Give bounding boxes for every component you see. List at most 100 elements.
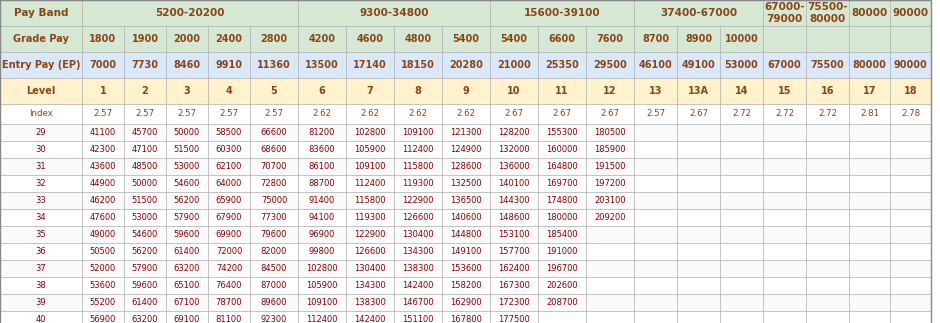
Bar: [538, 260, 586, 277]
Bar: [442, 175, 490, 192]
Text: 9910: 9910: [215, 60, 243, 70]
Bar: [124, 104, 166, 124]
Bar: [82, 294, 124, 311]
Text: 61400: 61400: [174, 247, 200, 256]
Text: 10000: 10000: [725, 34, 759, 44]
Text: 6: 6: [319, 86, 325, 96]
Bar: [394, 124, 442, 141]
Text: 8: 8: [415, 86, 421, 96]
Bar: [677, 78, 720, 104]
Text: 115800: 115800: [402, 162, 434, 171]
Text: 58500: 58500: [216, 128, 243, 137]
Bar: [166, 311, 208, 323]
Bar: [394, 141, 442, 158]
Bar: [538, 124, 586, 141]
Text: 185400: 185400: [546, 230, 578, 239]
Text: 13500: 13500: [306, 60, 339, 70]
Text: 21000: 21000: [497, 60, 531, 70]
Bar: [890, 243, 931, 260]
Bar: [763, 52, 806, 78]
Bar: [677, 260, 720, 277]
Bar: [677, 226, 720, 243]
Text: 2.72: 2.72: [732, 109, 751, 119]
Text: 2400: 2400: [215, 34, 243, 44]
Bar: [250, 226, 298, 243]
Bar: [298, 226, 346, 243]
Bar: [634, 294, 677, 311]
Bar: [298, 158, 346, 175]
Text: 167300: 167300: [498, 281, 530, 290]
Bar: [298, 277, 346, 294]
Bar: [394, 311, 442, 323]
Text: 72800: 72800: [260, 179, 288, 188]
Text: 209200: 209200: [594, 213, 626, 222]
Bar: [538, 209, 586, 226]
Text: 17: 17: [863, 86, 876, 96]
Text: Grade Pay: Grade Pay: [13, 34, 69, 44]
Text: 2.67: 2.67: [553, 109, 572, 119]
Bar: [677, 52, 720, 78]
Bar: [849, 104, 890, 124]
Text: 76400: 76400: [216, 281, 243, 290]
Bar: [82, 78, 124, 104]
Text: 54600: 54600: [174, 179, 200, 188]
Text: 126600: 126600: [354, 247, 386, 256]
Bar: [538, 277, 586, 294]
Text: 50000: 50000: [174, 128, 200, 137]
Text: 32: 32: [36, 179, 46, 188]
Bar: [442, 192, 490, 209]
Bar: [677, 141, 720, 158]
Bar: [634, 260, 677, 277]
Bar: [890, 294, 931, 311]
Text: 109100: 109100: [402, 128, 433, 137]
Bar: [346, 294, 394, 311]
Bar: [677, 243, 720, 260]
Bar: [849, 141, 890, 158]
Bar: [208, 26, 250, 52]
Bar: [394, 209, 442, 226]
Text: 86100: 86100: [308, 162, 336, 171]
Bar: [720, 243, 763, 260]
Text: 15: 15: [777, 86, 791, 96]
Text: 1800: 1800: [89, 34, 117, 44]
Text: 2.72: 2.72: [775, 109, 794, 119]
Text: 142400: 142400: [354, 315, 385, 323]
Text: 87000: 87000: [260, 281, 288, 290]
Bar: [763, 311, 806, 323]
Bar: [849, 277, 890, 294]
Text: 74200: 74200: [216, 264, 243, 273]
Bar: [208, 104, 250, 124]
Bar: [442, 52, 490, 78]
Bar: [806, 243, 849, 260]
Bar: [124, 243, 166, 260]
Text: 57900: 57900: [174, 213, 200, 222]
Text: 79600: 79600: [260, 230, 288, 239]
Bar: [0, 141, 82, 158]
Bar: [346, 175, 394, 192]
Text: 132000: 132000: [498, 145, 530, 154]
Bar: [677, 26, 720, 52]
Bar: [634, 311, 677, 323]
Text: 50000: 50000: [132, 179, 158, 188]
Bar: [346, 260, 394, 277]
Bar: [394, 104, 442, 124]
Bar: [677, 104, 720, 124]
Bar: [442, 78, 490, 104]
Text: 191500: 191500: [594, 162, 626, 171]
Text: 128200: 128200: [498, 128, 530, 137]
Bar: [250, 124, 298, 141]
Text: 149100: 149100: [450, 247, 481, 256]
Bar: [82, 175, 124, 192]
Bar: [538, 158, 586, 175]
Bar: [394, 226, 442, 243]
Text: 33: 33: [36, 196, 46, 205]
Text: 17140: 17140: [353, 60, 387, 70]
Text: 2.62: 2.62: [312, 109, 332, 119]
Bar: [634, 52, 677, 78]
Bar: [806, 226, 849, 243]
Bar: [538, 141, 586, 158]
Bar: [763, 175, 806, 192]
Text: 102800: 102800: [306, 264, 337, 273]
Text: 90000: 90000: [894, 60, 928, 70]
Text: 158200: 158200: [450, 281, 482, 290]
